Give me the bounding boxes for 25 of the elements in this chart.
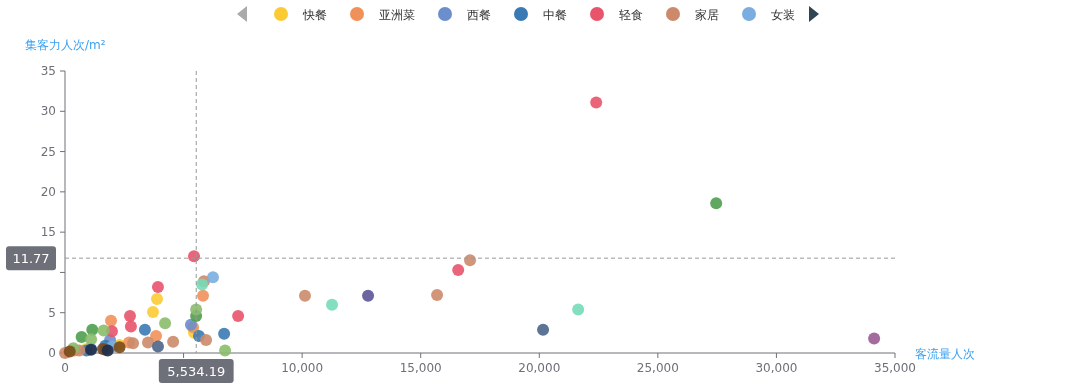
y-tick-label: 30 <box>40 104 56 119</box>
legend-label: 轻食 <box>619 8 643 22</box>
y-tick-label: 20 <box>40 184 56 199</box>
legend-label: 家居 <box>695 8 719 22</box>
x-tick-label: 30,000 <box>755 361 798 375</box>
legend-label: 女装 <box>771 8 795 22</box>
y-axis-title: 集客力人次/m² <box>25 38 106 52</box>
y-tick-label: 15 <box>40 225 56 240</box>
ref-line-label: 11.77 <box>12 251 50 267</box>
y-tick-label: 0 <box>48 346 56 360</box>
x-tick-label: 35,000 <box>874 361 916 375</box>
y-tick-label: 25 <box>40 144 56 159</box>
x-tick-label: 25,000 <box>636 361 679 375</box>
legend-label: 中餐 <box>543 8 567 22</box>
ref-line-label: 5,534.19 <box>167 364 226 379</box>
legend-label: 西餐 <box>467 8 491 22</box>
x-tick-label: 0 <box>61 361 69 375</box>
x-axis-title: 客流量人次 <box>915 347 975 361</box>
y-tick-label: 35 <box>40 64 56 78</box>
legend-label: 快餐 <box>302 8 327 22</box>
legend-label: 亚洲菜 <box>379 8 415 22</box>
x-tick-label: 20,000 <box>518 361 561 375</box>
y-tick-label: 5 <box>48 305 56 320</box>
x-tick-label: 10,000 <box>281 361 324 375</box>
x-tick-label: 15,000 <box>399 361 442 375</box>
